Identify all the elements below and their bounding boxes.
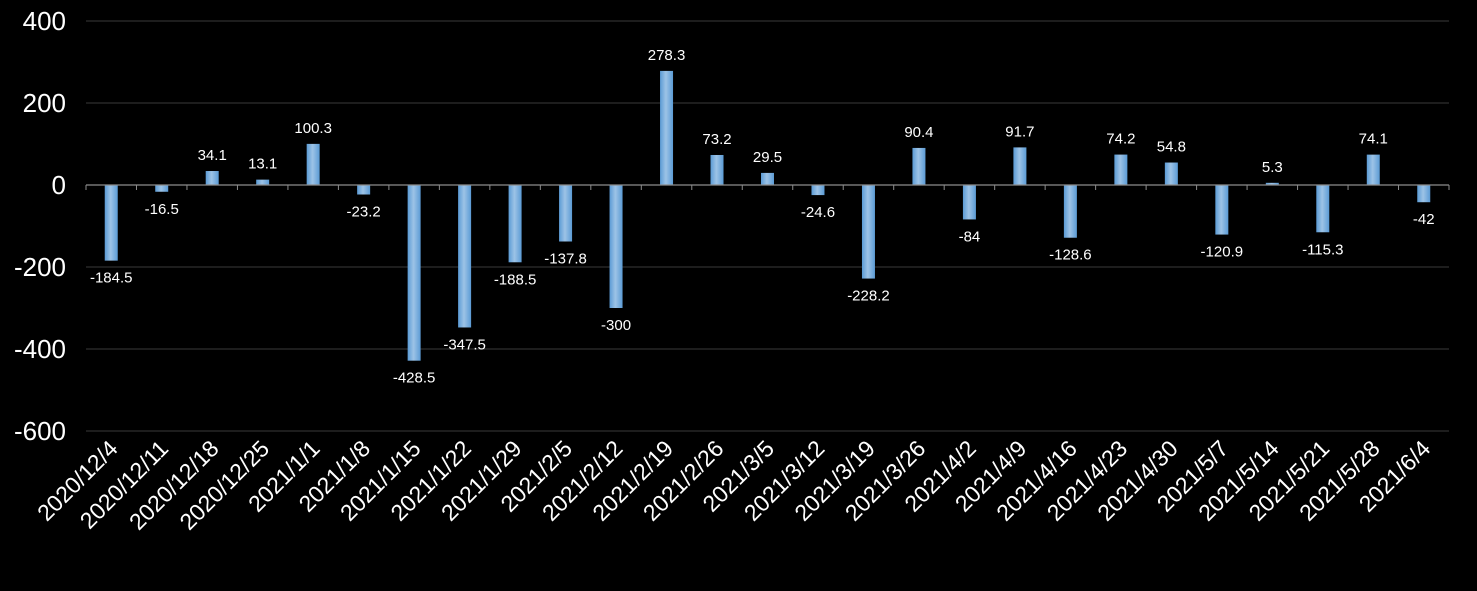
bar: [861, 185, 875, 279]
bar: [1114, 154, 1128, 185]
bar: [508, 185, 522, 263]
bar: [962, 185, 976, 220]
bar-series: [104, 70, 1431, 361]
data-label: -184.5: [90, 270, 133, 287]
data-label: -137.8: [544, 250, 587, 267]
bar: [205, 171, 219, 185]
data-label: -24.6: [801, 204, 835, 221]
data-label: 5.3: [1262, 159, 1283, 176]
bar: [761, 172, 774, 185]
y-tick-label: 400: [23, 6, 66, 36]
data-label: 29.5: [753, 149, 782, 166]
data-label: -23.2: [347, 204, 381, 221]
bar: [458, 185, 472, 328]
bar: [1417, 185, 1431, 203]
data-label: 91.7: [1005, 123, 1034, 140]
data-label: -42: [1413, 211, 1435, 228]
bar: [306, 143, 320, 185]
y-tick-label: -200: [14, 252, 66, 282]
data-label: -300: [601, 317, 631, 334]
data-label: 34.1: [198, 147, 227, 164]
data-label: 278.3: [648, 47, 686, 64]
data-label: 13.1: [248, 156, 277, 173]
bar: [256, 179, 270, 185]
data-label: 100.3: [294, 120, 332, 137]
data-label: -120.9: [1201, 244, 1244, 261]
bar: [155, 185, 169, 192]
data-label: -228.2: [847, 288, 890, 305]
bar: [1215, 185, 1229, 235]
data-labels: -184.5 -16.5 34.1 13.1 100.3 -23.2 -428.5 -347.…: [90, 47, 1435, 387]
y-axis: 400 200 0 -200 -400 -600: [14, 6, 66, 446]
data-label: -128.6: [1049, 247, 1092, 264]
data-label: -188.5: [494, 271, 537, 288]
x-axis: [85, 184, 1450, 190]
bar: [357, 185, 371, 195]
data-label: -16.5: [145, 201, 179, 218]
bar: [1265, 182, 1279, 185]
bar: [912, 147, 926, 185]
data-label: 90.4: [904, 124, 933, 141]
bar: [660, 70, 674, 185]
bar: [1013, 147, 1027, 185]
y-tick-label: 0: [52, 170, 66, 200]
bar: [710, 154, 724, 185]
data-label: -428.5: [393, 370, 436, 387]
gridlines: [86, 20, 1449, 432]
data-label: -347.5: [443, 336, 486, 353]
bar: [1366, 154, 1380, 185]
bar: [811, 185, 825, 196]
y-tick-label: -400: [14, 334, 66, 364]
bar: [559, 185, 573, 242]
data-label: 74.2: [1106, 131, 1135, 148]
data-label: 73.2: [702, 131, 731, 148]
y-tick-label: -600: [14, 416, 66, 446]
data-label: -115.3: [1302, 241, 1343, 258]
bar: [1164, 162, 1178, 185]
data-label: 54.8: [1157, 139, 1186, 156]
bar: [1063, 185, 1077, 238]
data-label: 74.1: [1359, 131, 1388, 148]
bar: [1316, 185, 1330, 233]
data-label: -84: [959, 228, 981, 245]
y-tick-label: 200: [23, 88, 66, 118]
bar: [104, 185, 118, 261]
bar: [609, 185, 623, 308]
bar: [407, 185, 421, 361]
